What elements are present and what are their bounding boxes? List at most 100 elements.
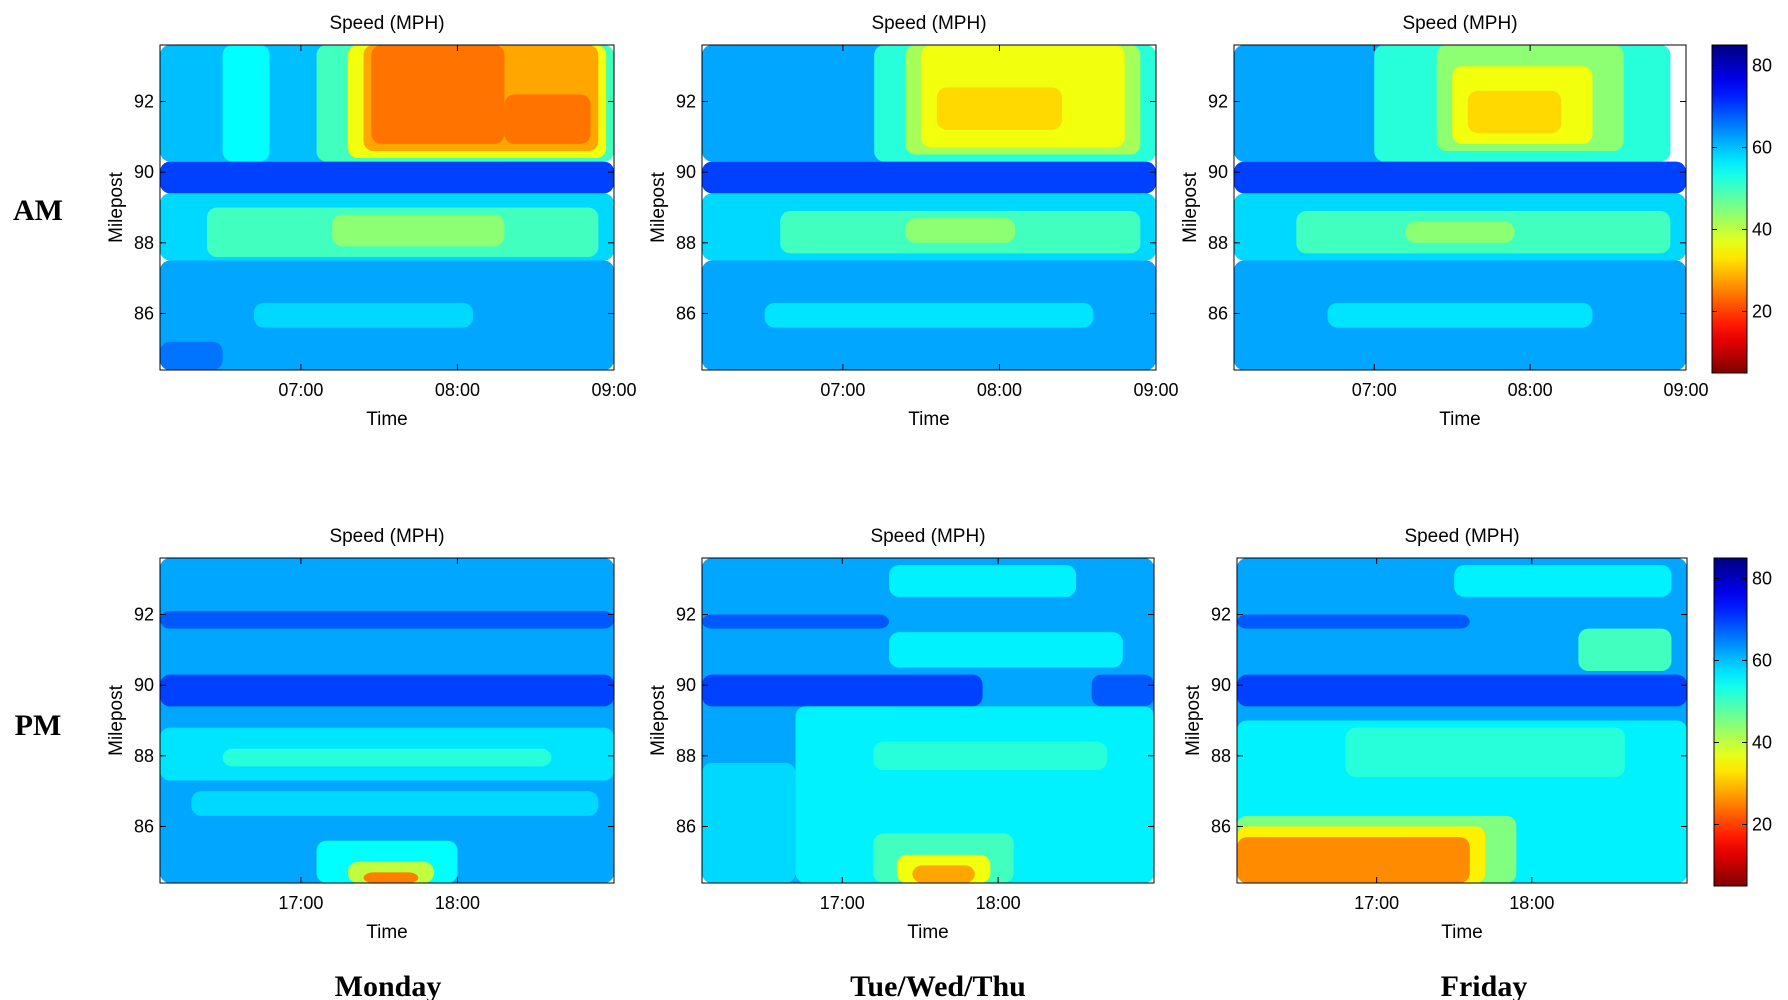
speed-regions (160, 45, 614, 370)
x-tick-label: 08:00 (435, 380, 480, 400)
speed-region-4 (889, 632, 1123, 668)
speed-region-10 (1237, 837, 1470, 883)
y-tick-label: 92 (1211, 605, 1231, 625)
colorbar-tick-label: 80 (1752, 56, 1772, 76)
speed-region-3 (1454, 565, 1672, 597)
x-tick-label: 07:00 (1352, 380, 1397, 400)
speed-regions (160, 558, 614, 883)
y-tick-label: 90 (134, 162, 154, 182)
speed-region-2 (160, 610, 614, 629)
plot-frame (1236, 557, 1688, 884)
y-tick-label: 88 (1211, 746, 1231, 766)
y-tick-label: 90 (676, 675, 696, 695)
y-tick-label: 86 (134, 303, 154, 323)
col-label-monday: Monday (335, 970, 442, 1000)
speed-region-5 (1467, 90, 1562, 134)
colorbar-pm: 20 40 60 80 (1713, 557, 1772, 887)
panel-title: Speed (MPH) (870, 526, 985, 547)
speed-region-2 (702, 614, 890, 629)
x-tick-label: 07:00 (820, 380, 865, 400)
speed-region-9 (363, 872, 419, 883)
col-label-tue-wed-thu: Tue/Wed/Thu (850, 970, 1026, 1000)
heatmap-panel-2: Speed (MPH) 07:00 08:00 09:00 86 88 90 92 Time Mi… (648, 13, 1179, 430)
y-axis-label: Milepost (106, 171, 127, 242)
x-axis-label: Time (907, 922, 949, 943)
colorbar-gradient (1713, 557, 1748, 887)
y-axis-label: Milepost (1180, 171, 1201, 242)
speed-region-6 (1091, 674, 1154, 707)
speed-region-14 (160, 341, 223, 370)
speed-region-8 (702, 762, 796, 883)
x-axis-label: Time (1439, 409, 1481, 430)
speed-region-11 (1327, 302, 1593, 328)
y-tick-label: 88 (676, 233, 696, 253)
speed-region-5 (936, 87, 1063, 130)
y-tick-label: 92 (134, 92, 154, 112)
heatmap-panel-6: Speed (MPH) 17:00 18:00 86 88 90 92 Time Milepos… (1183, 526, 1688, 943)
speed-region-6 (702, 161, 1156, 194)
y-tick-label: 90 (676, 162, 696, 182)
panel-title: Speed (MPH) (1402, 13, 1517, 34)
speed-region-11 (764, 302, 1094, 328)
colorbar-tick-label: 80 (1752, 569, 1772, 589)
y-tick-label: 88 (676, 746, 696, 766)
panel-title: Speed (MPH) (329, 13, 444, 34)
plot-frame (701, 44, 1157, 371)
colorbars: 20 40 60 80 20 40 60 80 (1711, 44, 1772, 887)
x-tick-label: 08:00 (1508, 380, 1553, 400)
y-tick-label: 88 (134, 233, 154, 253)
speed-regions (1234, 45, 1686, 370)
speed-region-7 (1345, 727, 1625, 778)
speed-regions (702, 558, 1154, 883)
colorbar-tick-label: 40 (1752, 733, 1772, 753)
plot-frame (1233, 44, 1687, 371)
speed-region-9 (1405, 221, 1515, 243)
x-axis-label: Time (1441, 922, 1483, 943)
speed-region-3 (889, 565, 1077, 597)
plot-frame (159, 557, 615, 884)
speed-region-11 (332, 214, 505, 247)
y-tick-label: 92 (134, 605, 154, 625)
colorbar-tick-label: 60 (1752, 138, 1772, 158)
speed-region-2 (1237, 614, 1470, 629)
colorbar-tick-label: 20 (1752, 815, 1772, 835)
heatmap-panel-1: Speed (MPH) 07:00 08:00 09:00 86 88 90 92 Time Mi… (106, 13, 637, 430)
speed-region-12 (912, 865, 975, 883)
y-tick-label: 86 (676, 816, 696, 836)
speed-region-3 (160, 674, 614, 707)
speed-region-5 (222, 748, 552, 767)
y-tick-label: 86 (1211, 816, 1231, 836)
speed-region-13 (253, 302, 474, 328)
x-tick-label: 18:00 (1509, 893, 1554, 913)
speed-region-1 (702, 45, 890, 162)
x-tick-label: 17:00 (1354, 893, 1399, 913)
speed-region-8 (160, 161, 614, 194)
heatmap-panel-5: Speed (MPH) 17:00 18:00 86 88 90 92 Time Milepos… (648, 526, 1155, 943)
speed-region-6 (371, 45, 505, 144)
colorbar-gradient (1711, 44, 1748, 374)
y-tick-label: 92 (1208, 92, 1228, 112)
speed-regions (1237, 558, 1687, 883)
y-tick-label: 88 (134, 746, 154, 766)
y-tick-label: 92 (676, 92, 696, 112)
colorbar-tick-label: 20 (1752, 302, 1772, 322)
y-tick-label: 90 (1211, 675, 1231, 695)
x-axis-label: Time (366, 922, 408, 943)
row-label-am: AM (13, 194, 63, 227)
y-axis-label: Milepost (648, 171, 669, 242)
colorbar-am: 20 40 60 80 (1711, 44, 1772, 374)
x-tick-label: 18:00 (976, 893, 1021, 913)
x-axis-label: Time (366, 409, 408, 430)
y-tick-label: 90 (1208, 162, 1228, 182)
y-tick-label: 90 (134, 675, 154, 695)
heatmap-panels: Speed (MPH) 07:00 08:00 09:00 86 88 90 92 Time Mi… (106, 13, 1709, 943)
speed-region-5 (1237, 674, 1687, 707)
heatmap-panel-4: Speed (MPH) 17:00 18:00 86 88 90 92 Time Milepos… (106, 526, 615, 943)
plot-frame (159, 44, 615, 371)
row-label-pm: PM (15, 709, 62, 742)
x-tick-label: 08:00 (977, 380, 1022, 400)
x-tick-label: 17:00 (820, 893, 865, 913)
plot-frame (701, 557, 1155, 884)
heatmap-panel-3: Speed (MPH) 07:00 08:00 09:00 86 88 90 92 Time Mi… (1180, 13, 1709, 430)
